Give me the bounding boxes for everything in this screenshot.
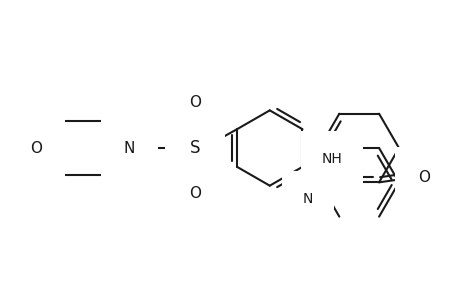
Text: O: O xyxy=(30,140,42,155)
Text: S: S xyxy=(190,139,200,157)
Text: N: N xyxy=(123,140,135,155)
Text: NH: NH xyxy=(321,152,341,166)
Text: O: O xyxy=(189,186,201,201)
Text: O: O xyxy=(189,95,201,110)
Text: O: O xyxy=(417,170,429,185)
Text: N: N xyxy=(302,191,313,206)
